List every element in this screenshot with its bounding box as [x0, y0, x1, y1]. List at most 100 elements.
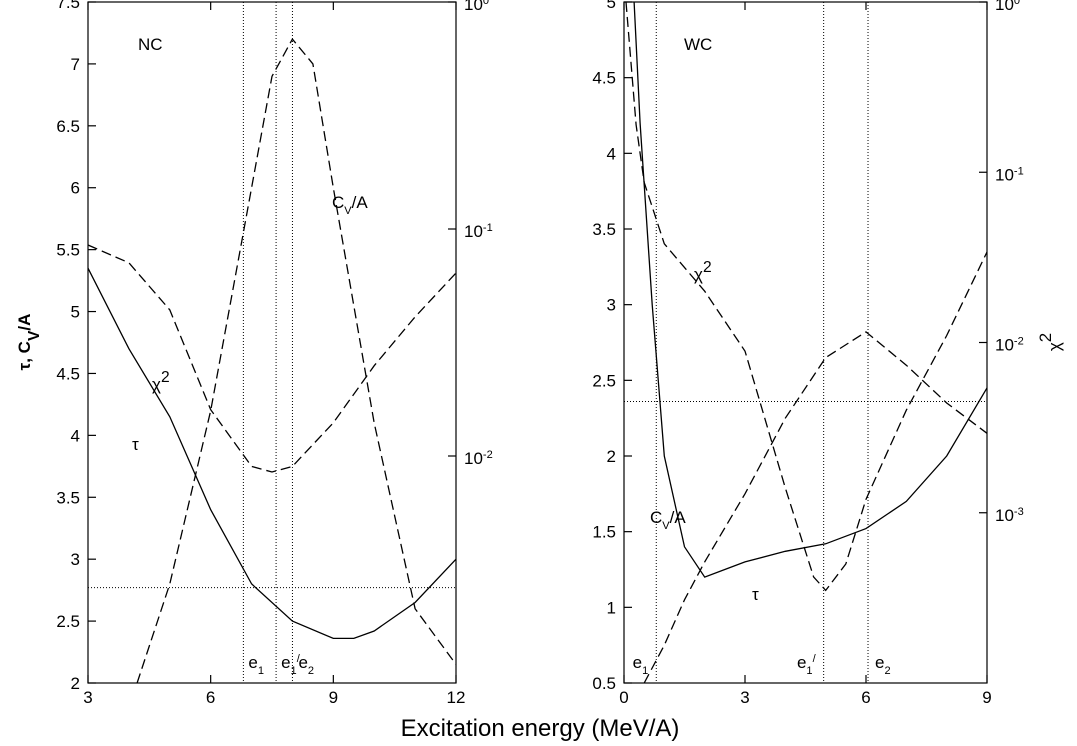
- y-tick-label: 2.5: [592, 371, 616, 390]
- y-tick-label: 5: [607, 0, 616, 12]
- y-tick-label: 6: [71, 179, 80, 198]
- text-part: e: [248, 653, 257, 672]
- y-tick-label: 3: [607, 296, 616, 315]
- text-part: C: [332, 193, 344, 212]
- text-part: -2: [483, 449, 493, 461]
- y2-axis-label: χ2: [1036, 333, 1065, 351]
- text-part: -1: [483, 222, 493, 234]
- y-tick-label: 0.5: [592, 674, 616, 693]
- text-part: 1: [258, 665, 264, 677]
- y-tick-label: 4.5: [56, 364, 80, 383]
- text-part: e: [281, 653, 290, 672]
- text-part: 10: [995, 0, 1014, 14]
- text-part: 2: [1036, 333, 1055, 342]
- x-tick-label: 6: [861, 688, 870, 707]
- text-part: 1: [806, 665, 812, 677]
- y-tick-label: 7.5: [56, 0, 80, 12]
- x-tick-label: 6: [206, 688, 215, 707]
- y2-tick-label: 100: [995, 0, 1020, 14]
- annotation: NC: [138, 35, 163, 54]
- y-tick-label: 5: [71, 303, 80, 322]
- text-part: V: [344, 205, 352, 217]
- annotation: τ: [752, 585, 759, 604]
- series-line: [633, 1, 988, 578]
- text-part: 2: [884, 665, 890, 677]
- y2-tick-label: 10-1: [464, 222, 493, 241]
- y2-tick-label: 10-2: [464, 449, 493, 468]
- x-tick-label: 3: [83, 688, 92, 707]
- text-part: 1: [642, 665, 648, 677]
- plot-frame: [623, 1, 988, 684]
- vline-label: e1: [633, 653, 649, 677]
- y-tick-label: 3.5: [592, 220, 616, 239]
- annotation: χ2: [152, 369, 170, 395]
- text-part: e: [875, 653, 884, 672]
- x-tick-label: 9: [982, 688, 991, 707]
- text-part: e: [298, 653, 307, 672]
- annotation: CV/A: [650, 508, 686, 532]
- text-part: 10: [995, 506, 1014, 525]
- y-tick-label: 5.5: [56, 241, 80, 260]
- series-line: [87, 244, 457, 473]
- text-part: -1: [1014, 165, 1024, 177]
- y-tick-label: 6.5: [56, 117, 80, 136]
- text-part: /: [813, 653, 817, 665]
- vline-label: e1: [248, 653, 264, 677]
- y-tick-label: 3: [71, 550, 80, 569]
- text-part: 10: [464, 222, 483, 241]
- text-part: 10: [464, 449, 483, 468]
- text-part: NC: [138, 35, 163, 54]
- text-part: WC: [684, 35, 712, 54]
- y-tick-label: 4: [607, 144, 616, 163]
- x-tick-label: 3: [740, 688, 749, 707]
- text-part: τ: [752, 585, 759, 604]
- y-tick-label: 2.5: [56, 612, 80, 631]
- text-part: C: [650, 508, 662, 527]
- text-part: /A: [670, 508, 687, 527]
- text-part: -3: [1014, 506, 1024, 518]
- series-line: [625, 1, 988, 592]
- y2-tick-label: 100: [464, 0, 489, 14]
- text-part: /A: [352, 193, 369, 212]
- y-tick-label: 7: [71, 55, 80, 74]
- text-part: 10: [995, 336, 1014, 355]
- annotation: CV/A: [332, 193, 368, 217]
- vline-label: e2: [875, 653, 891, 677]
- series-line: [136, 37, 457, 684]
- plot-frame: [87, 1, 457, 684]
- text-part: 0: [483, 0, 489, 7]
- text-part: 2: [161, 369, 170, 386]
- x-tick-label: 9: [329, 688, 338, 707]
- text-part: 1: [291, 665, 297, 677]
- vline-label: e2: [298, 653, 314, 677]
- text-part: /: [297, 653, 301, 665]
- text-part: τ: [132, 435, 139, 454]
- text-part: 10: [464, 0, 483, 14]
- y-tick-label: 2: [607, 447, 616, 466]
- y2-tick-label: 10-3: [995, 506, 1024, 525]
- annotation: χ2: [694, 259, 712, 285]
- y-tick-label: 1.5: [592, 523, 616, 542]
- text-part: 2: [308, 665, 314, 677]
- text-part: τ, C: [15, 341, 34, 370]
- text-part: χ: [152, 375, 161, 394]
- vline-label: e1/: [797, 653, 817, 677]
- text-part: -2: [1014, 336, 1024, 348]
- y2-tick-label: 10-1: [995, 165, 1024, 184]
- y2-tick-label: 10-2: [995, 336, 1024, 355]
- series-line: [87, 267, 457, 640]
- annotation: τ: [132, 435, 139, 454]
- text-part: 0: [1014, 0, 1020, 7]
- y-axis-label: τ, CV/A: [15, 314, 43, 371]
- y-tick-label: 4: [71, 426, 80, 445]
- text-part: e: [633, 653, 642, 672]
- text-part: e: [797, 653, 806, 672]
- text-part: χ: [1045, 342, 1064, 351]
- text-part: 10: [995, 165, 1014, 184]
- series-line: [643, 331, 988, 684]
- y-tick-label: 2: [71, 674, 80, 693]
- x-tick-label: 12: [447, 688, 466, 707]
- text-part: V: [662, 520, 670, 532]
- y-tick-label: 3.5: [56, 488, 80, 507]
